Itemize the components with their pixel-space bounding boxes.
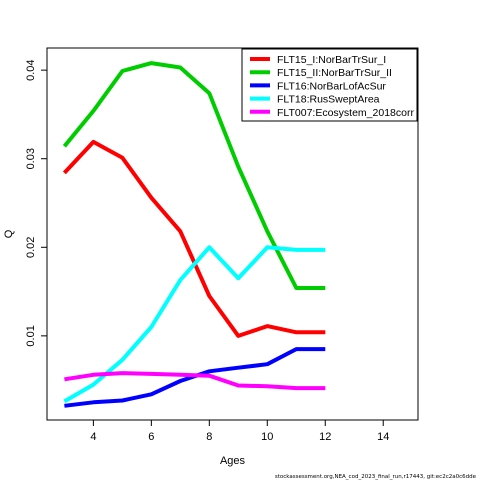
x-tick-label: 14 [377, 431, 389, 443]
x-tick-label: 12 [319, 431, 331, 443]
y-axis-label: Q [3, 229, 15, 238]
y-tick-label: 0.02 [25, 237, 37, 258]
series-line-1 [62, 139, 326, 338]
series-line-5 [64, 371, 326, 391]
x-tick-label: 4 [90, 431, 96, 443]
x-axis-label: Ages [220, 455, 246, 467]
series-group [62, 61, 326, 408]
x-tick-label: 10 [261, 431, 273, 443]
x-tick-label: 8 [206, 431, 212, 443]
legend-box [241, 48, 418, 122]
legend-entry: FLT007:Ecosystem_2018corr [277, 107, 414, 119]
y-tick-label: 0.04 [25, 59, 37, 80]
footer-text: stockassessment.org,NEA_cod_2023_final_r… [275, 474, 477, 480]
legend-entry: FLT16:NorBarLofAcSur [277, 80, 386, 92]
y-tick-label: 0.01 [25, 325, 37, 346]
legend-entry: FLT15_II:NorBarTrSur_II [277, 67, 392, 79]
series-line-2 [62, 61, 326, 290]
legend-entry: FLT15_I:NorBarTrSur_I [277, 54, 386, 66]
y-tick-label: 0.03 [25, 148, 37, 169]
x-tick-label: 6 [148, 431, 154, 443]
legend: FLT15_I:NorBarTrSur_IFLT15_II:NorBarTrSu… [241, 48, 418, 122]
plot-frame [46, 47, 419, 421]
y-axis: 0.01 0.02 0.03 0.04 [25, 59, 47, 347]
legend-entry: FLT18:RusSweptArea [277, 94, 380, 106]
x-axis: 4 6 8 10 12 14 [90, 420, 389, 443]
